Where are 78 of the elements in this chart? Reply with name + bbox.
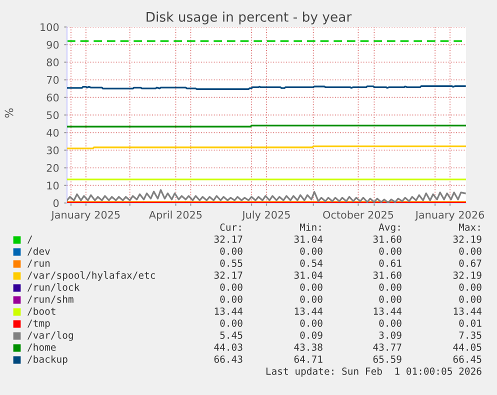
text: 0.00 (220, 319, 242, 327)
text: 65.59 (373, 355, 402, 363)
legend-label: / (27, 236, 32, 244)
text: 0.00 (379, 283, 402, 291)
legend-label: /boot (27, 307, 56, 316)
y-tick-label: 80 (46, 58, 59, 66)
y-tick-label: 0 (53, 199, 59, 208)
text: 0.67 (459, 259, 482, 267)
chart-title: Disk usage in percent - by year (146, 12, 352, 24)
text: Last update: Sun Feb 1 01:00:05 2026 (266, 367, 482, 377)
text: 66.43 (214, 355, 242, 363)
y-tick-label: 30 (46, 146, 59, 154)
text: Max: (458, 224, 480, 231)
text: 5.45 (220, 332, 242, 339)
text: 43.77 (373, 343, 402, 351)
legend-label: /var/log (27, 331, 73, 341)
text: 0.61 (379, 259, 402, 267)
text: 32.19 (453, 271, 482, 279)
text: 0.00 (300, 319, 322, 327)
text: 44.03 (214, 343, 242, 351)
text: 32.17 (214, 235, 242, 243)
text: 0.00 (300, 247, 322, 255)
x-tick-label: July 2025 (242, 210, 290, 221)
text: 31.04 (294, 271, 323, 279)
text: 0.54 (300, 259, 323, 267)
text: Min: (300, 223, 321, 231)
text: 0.01 (459, 319, 482, 327)
text: 3.09 (379, 331, 402, 339)
text: 0.00 (459, 283, 482, 291)
y-tick-label: 70 (46, 76, 59, 84)
legend-label: /dev (27, 247, 50, 256)
text: Avg: (378, 224, 400, 233)
text: 0.09 (300, 331, 322, 339)
y-tick-label: 90 (46, 40, 59, 49)
legend-label: /var/spool/hylafax/etc (27, 271, 155, 281)
text: 0.55 (220, 259, 242, 267)
text: 32.19 (453, 235, 482, 243)
text: 13.44 (454, 307, 482, 315)
text: 13.44 (374, 307, 402, 315)
text: 0.00 (220, 247, 242, 255)
text: 31.04 (294, 235, 323, 243)
text: 13.44 (214, 307, 243, 315)
y-tick-label: 20 (46, 164, 59, 172)
text: 66.45 (453, 355, 482, 363)
text: 43.38 (294, 343, 322, 351)
text: 0.00 (300, 295, 322, 303)
x-tick-label: October 2025 (323, 210, 394, 219)
text: 0.00 (459, 247, 482, 255)
y-tick-label: 50 (46, 111, 59, 120)
text: 0.00 (459, 295, 482, 303)
x-tick-label: January 2026 (414, 210, 484, 221)
text: 64.71 (294, 355, 322, 363)
legend-label: /run/lock (27, 283, 80, 292)
legend-label: /tmp (27, 320, 50, 329)
y-tick-label: 100 (40, 23, 59, 32)
legend-label: /run (27, 260, 50, 268)
text: 32.17 (214, 271, 242, 279)
text: 31.60 (373, 235, 402, 243)
legend-label: /backup (27, 355, 68, 365)
text: 0.00 (379, 295, 402, 303)
text: 0.00 (379, 319, 402, 327)
legend-label: /run/shm (27, 295, 74, 304)
legend-label: /home (27, 343, 56, 352)
y-axis-title: % (4, 108, 14, 118)
text: 0.00 (379, 247, 402, 255)
y-tick-label: 60 (46, 94, 59, 102)
y-tick-label: 40 (46, 128, 59, 137)
text: 0.00 (220, 283, 242, 291)
y-tick-label: 10 (47, 182, 59, 190)
text: 0.00 (300, 283, 322, 291)
x-tick-label: January 2025 (50, 210, 120, 221)
x-tick-label: April 2025 (148, 210, 202, 221)
text: 31.60 (373, 271, 402, 279)
text: 13.44 (294, 307, 323, 315)
text: 0.00 (220, 295, 242, 303)
text: 44.05 (453, 343, 482, 351)
text: 7.35 (459, 331, 482, 339)
text: Cur: (220, 223, 241, 231)
